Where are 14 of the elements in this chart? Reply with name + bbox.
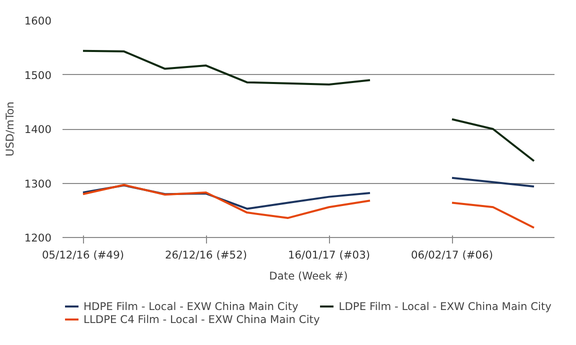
- y-tick-label: 1200: [24, 232, 52, 244]
- legend-label: LLDPE C4 Film - Local - EXW China Main City: [84, 312, 320, 326]
- x-tick-label: 06/02/17 (#06): [410, 248, 494, 262]
- y-tick-label: 1300: [24, 177, 52, 190]
- x-tick-label: 16/01/17 (#03): [288, 248, 370, 262]
- y-tick-label: 1500: [24, 68, 52, 82]
- y-axis-title: USD/mTon: [3, 102, 16, 156]
- y-tick-label: 1600: [24, 14, 52, 28]
- legend-label: LDPE Film - Local - EXW China Main City: [338, 300, 552, 312]
- y-tick-label: 1400: [24, 123, 52, 136]
- legend-label: HDPE Film - Local - EXW China Main City: [84, 300, 298, 312]
- x-axis-title: Date (Week #): [269, 270, 348, 282]
- x-tick-label: 05/12/16 (#49): [42, 248, 124, 262]
- x-tick-label: 26/12/16 (#52): [164, 248, 248, 262]
